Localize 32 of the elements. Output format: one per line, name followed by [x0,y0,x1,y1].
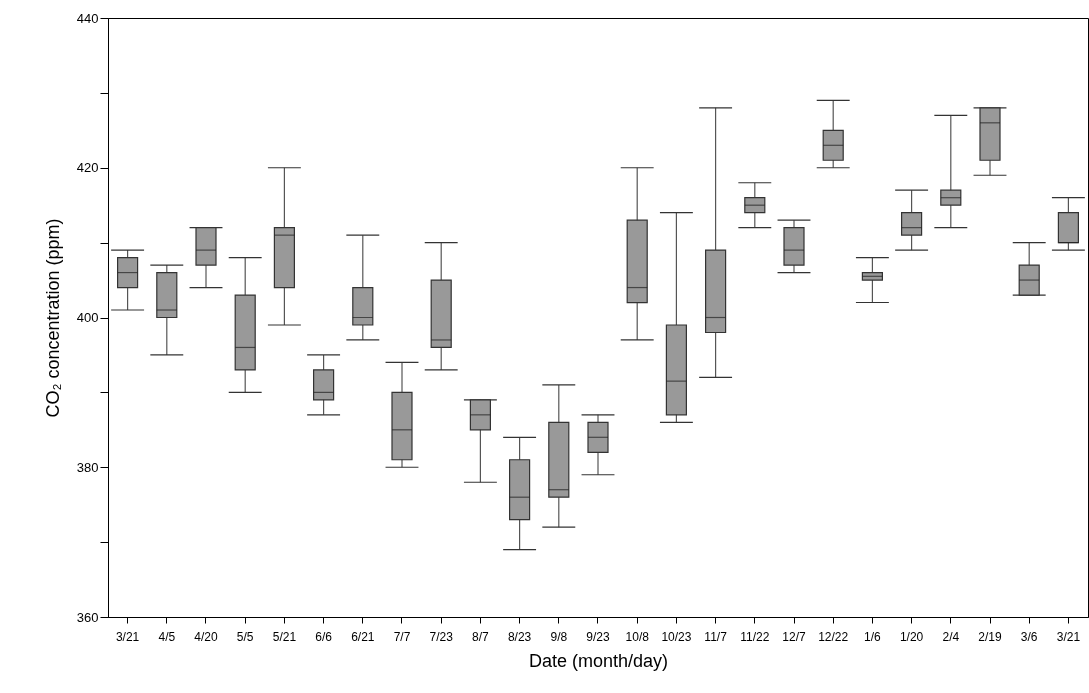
x-tick-label: 4/5 [158,629,176,644]
x-tick-label: 6/6 [315,629,333,644]
x-tick-label: 5/21 [272,629,297,644]
x-tick-label: 1/20 [899,629,924,644]
x-tick-label: 3/6 [1020,629,1038,644]
x-axis-title: Date (month/day) [528,650,669,671]
x-tick-label: 8/23 [507,629,532,644]
y-tick-label: 380 [76,459,99,475]
y-tick-label: 420 [76,160,99,176]
x-tick-label: 10/8 [625,629,650,644]
y-tick-label: 400 [76,310,99,325]
x-tick-label: 2/4 [942,629,960,644]
x-tick-label: 3/21 [1056,629,1081,644]
x-tick-label: 4/20 [194,629,218,644]
y-axis-title: CO₂ concentration (ppm) [42,218,63,418]
x-tick-label: 6/21 [351,629,375,644]
x-tick-label: 8/7 [472,629,490,644]
x-tick-label: 5/5 [236,629,254,644]
x-tick-label: 7/7 [393,629,411,644]
x-tick-label: 7/23 [429,629,454,644]
x-tick-label: 2/19 [978,629,1002,644]
x-tick-label: 11/7 [704,629,728,644]
y-tick-label: 360 [76,609,99,625]
x-tick-label: 10/23 [661,629,692,644]
x-tick-label: 9/8 [550,629,568,644]
x-tick-label: 1/6 [864,629,882,644]
x-tick-label: 3/21 [115,629,140,644]
x-tick-label: 11/22 [740,629,770,644]
x-tick-label: 12/7 [782,629,806,644]
x-tick-label: 12/22 [818,629,849,644]
x-tick-label: 9/23 [586,629,610,644]
y-tick-label: 440 [76,10,99,26]
